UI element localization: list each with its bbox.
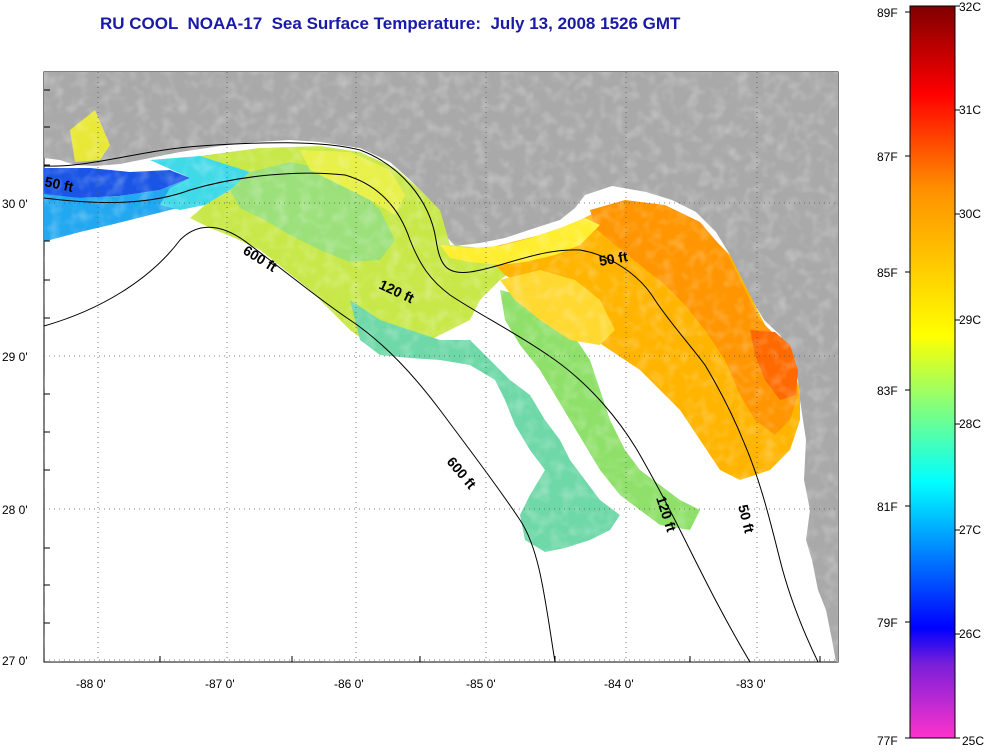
contour-label: 50 ft xyxy=(598,248,629,269)
lon-label: -88 0' xyxy=(76,677,106,691)
bathymetry-contours xyxy=(44,142,819,662)
colorbar-celsius-label: 28C xyxy=(959,417,982,431)
lon-label: -85 0' xyxy=(466,677,496,691)
colorbar-fahrenheit-label: 87F xyxy=(877,150,898,164)
colorbar-fahrenheit-label: 77F xyxy=(877,734,898,748)
colorbar-celsius-label: 32C xyxy=(959,0,982,14)
colorbar-fahrenheit-label: 83F xyxy=(877,384,898,398)
lon-label: -83 0' xyxy=(736,677,766,691)
colorbar xyxy=(909,5,956,739)
lat-label: 28 0' xyxy=(2,503,28,517)
colorbar-fahrenheit-label: 89F xyxy=(877,6,898,20)
page-title: RU COOL NOAA-17 Sea Surface Temperature:… xyxy=(100,14,681,33)
colorbar-fahrenheit-label: 79F xyxy=(877,616,898,630)
colorbar-celsius-label: 31C xyxy=(959,103,982,117)
sst-field xyxy=(44,72,838,662)
frame-ticks xyxy=(44,89,821,662)
colorbar-celsius-label: 26C xyxy=(959,627,982,641)
colorbar-celsius-label: 30C xyxy=(959,207,982,221)
lat-label: 27 0' xyxy=(2,654,28,668)
lon-label: -84 0' xyxy=(604,677,634,691)
lon-label: -87 0' xyxy=(205,677,235,691)
contour-label: 50 ft xyxy=(43,173,75,195)
contour-label: 50 ft xyxy=(735,503,758,535)
lat-label: 30 0' xyxy=(2,197,28,211)
colorbar-celsius-label: 27C xyxy=(959,523,982,537)
colorbar-fahrenheit-label: 85F xyxy=(877,266,898,280)
colorbar-ticks xyxy=(905,5,960,739)
graticule xyxy=(44,72,838,662)
lon-label: -86 0' xyxy=(334,677,364,691)
lat-label: 29 0' xyxy=(2,350,28,364)
colorbar-fahrenheit-label: 81F xyxy=(877,500,898,514)
colorbar-celsius-label: 25C xyxy=(962,734,985,748)
colorbar-celsius-label: 29C xyxy=(959,313,982,327)
